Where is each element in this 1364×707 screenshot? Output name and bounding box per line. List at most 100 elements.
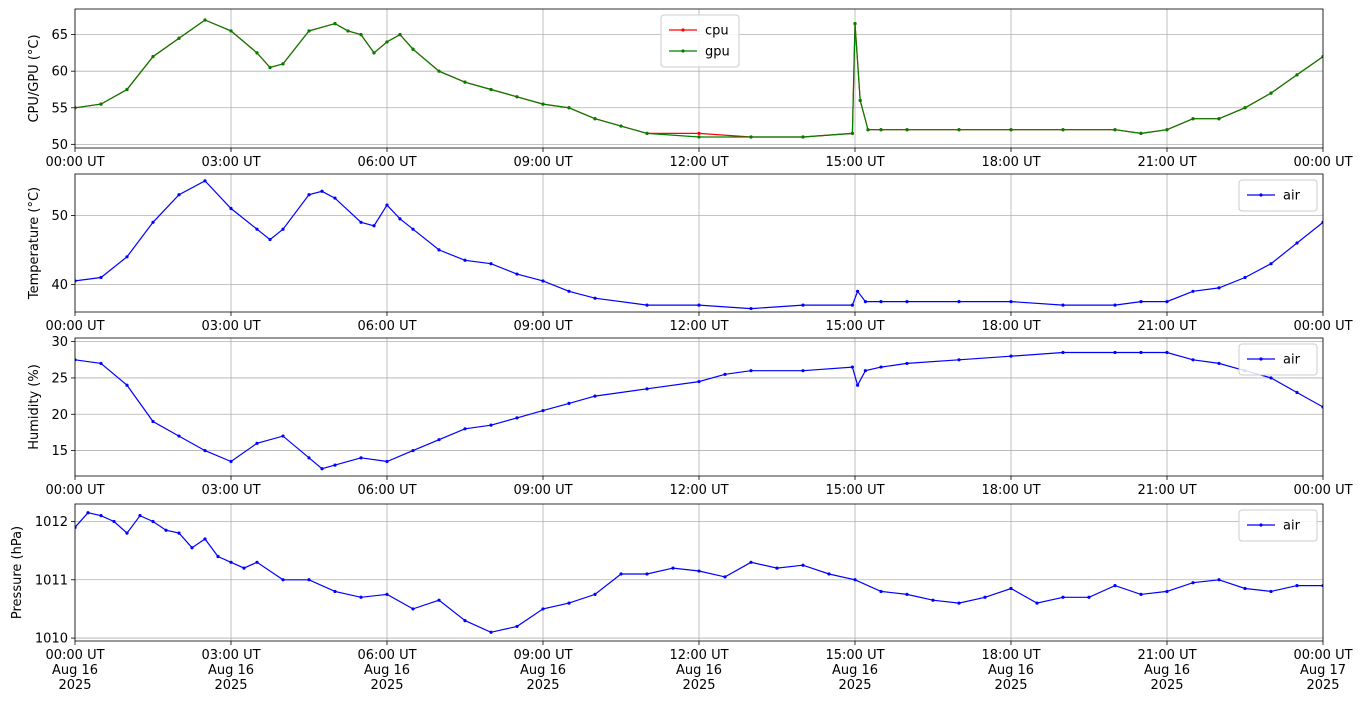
- x-tick-label-line: 2025: [214, 678, 247, 693]
- data-point: [255, 227, 259, 231]
- data-point: [866, 128, 870, 132]
- data-point: [957, 300, 961, 304]
- series-air: [75, 511, 1323, 634]
- data-point: [957, 601, 961, 605]
- data-point: [619, 572, 623, 576]
- data-point: [1191, 289, 1195, 293]
- y-tick-label: 60: [51, 65, 68, 80]
- legend: air: [1238, 343, 1318, 376]
- data-point: [749, 560, 753, 564]
- series-air: [75, 179, 1323, 311]
- data-point: [1269, 91, 1273, 95]
- data-point: [138, 514, 142, 518]
- x-tick-label-line: 15:00 UT: [825, 483, 884, 498]
- data-point: [1269, 589, 1273, 594]
- x-tick-label-line: Aug 17: [1300, 663, 1346, 678]
- data-point: [359, 595, 363, 599]
- data-point: [463, 80, 467, 84]
- x-tick-label: 06:00 UT: [357, 319, 416, 334]
- data-point: [593, 394, 597, 398]
- x-tick-label-line: 2025: [838, 678, 871, 693]
- series-air: [75, 350, 1323, 471]
- x-tick-label-line: 2025: [994, 678, 1027, 693]
- x-tick-label: 15:00 UT: [825, 483, 884, 498]
- legend: air: [1238, 509, 1318, 542]
- x-tick-label: 12:00 UT: [669, 155, 728, 170]
- x-tick-label-line: 03:00 UT: [201, 648, 260, 663]
- data-point: [1009, 300, 1013, 304]
- data-point: [268, 237, 272, 242]
- data-point: [1295, 241, 1299, 245]
- x-tick-label: 00:00 UT: [1293, 483, 1352, 498]
- data-point: [619, 124, 623, 128]
- data-point: [437, 598, 441, 602]
- data-point: [372, 224, 376, 228]
- data-point: [203, 179, 207, 183]
- data-point: [1269, 376, 1273, 380]
- data-point: [723, 575, 727, 579]
- x-tick-label-line: Aug 16: [208, 663, 254, 678]
- x-tick-label: 18:00 UT: [981, 483, 1040, 498]
- data-point: [1113, 350, 1117, 355]
- legend-label-air: air: [1283, 353, 1301, 368]
- x-tick-label-line: 06:00 UT: [357, 648, 416, 663]
- legend-label-cpu: cpu: [705, 24, 729, 39]
- data-point: [1217, 578, 1221, 582]
- data-point: [645, 572, 649, 576]
- data-point: [216, 554, 220, 559]
- data-point: [1165, 128, 1169, 132]
- data-point: [645, 131, 649, 135]
- x-tick-label: 15:00 UT Aug 16 2025: [825, 648, 884, 693]
- data-point: [268, 65, 272, 70]
- data-point: [1165, 350, 1169, 355]
- legend-box: [1238, 179, 1318, 212]
- x-tick-label: 03:00 UT: [201, 319, 260, 334]
- data-point: [190, 546, 194, 550]
- x-tick-label: 06:00 UT Aug 16 2025: [357, 648, 416, 693]
- data-point: [1009, 128, 1013, 132]
- data-point: [801, 369, 805, 373]
- data-point: [99, 102, 103, 106]
- data-point: [1217, 361, 1221, 366]
- y-tick-label: 1010: [35, 632, 68, 647]
- x-tick-label-line: 00:00 UT: [1293, 648, 1352, 663]
- x-tick-label: 18:00 UT Aug 16 2025: [981, 648, 1040, 693]
- data-point: [801, 303, 805, 307]
- x-tick-label: 00:00 UT Aug 16 2025: [45, 648, 104, 693]
- data-point: [1035, 601, 1039, 605]
- data-point: [333, 463, 337, 467]
- data-point: [385, 40, 389, 44]
- data-point: [177, 531, 181, 535]
- data-point: [863, 300, 868, 304]
- data-point: [99, 361, 103, 366]
- data-point: [1217, 286, 1221, 290]
- data-point: [1009, 354, 1013, 358]
- data-point: [723, 372, 727, 376]
- legend-box: [1238, 343, 1318, 376]
- data-point: [1295, 584, 1299, 588]
- data-point: [541, 102, 545, 106]
- data-point: [1191, 358, 1195, 362]
- data-point: [1139, 131, 1143, 135]
- data-point: [320, 467, 324, 471]
- x-tick-label-line: 2025: [526, 678, 559, 693]
- legend-marker-cpu: [681, 28, 685, 32]
- data-point: [567, 289, 571, 293]
- x-tick-label-line: Aug 16: [520, 663, 566, 678]
- data-point: [645, 303, 649, 307]
- data-point: [463, 427, 467, 431]
- x-tick-label: 18:00 UT: [981, 155, 1040, 170]
- y-tick-label: 40: [51, 278, 68, 293]
- x-tick-label-line: 09:00 UT: [513, 155, 572, 170]
- x-tick-label: 09:00 UT: [513, 483, 572, 498]
- x-tick-label-line: 2025: [1150, 678, 1183, 693]
- x-tick-label-line: 03:00 UT: [201, 155, 260, 170]
- x-tick-label-line: 15:00 UT: [825, 155, 884, 170]
- x-tick-label: 09:00 UT: [513, 155, 572, 170]
- data-point: [281, 434, 285, 438]
- data-point: [1243, 275, 1247, 280]
- data-point: [957, 128, 961, 132]
- data-point: [1165, 589, 1169, 594]
- x-tick-label: 06:00 UT: [357, 155, 416, 170]
- data-point: [1139, 592, 1143, 596]
